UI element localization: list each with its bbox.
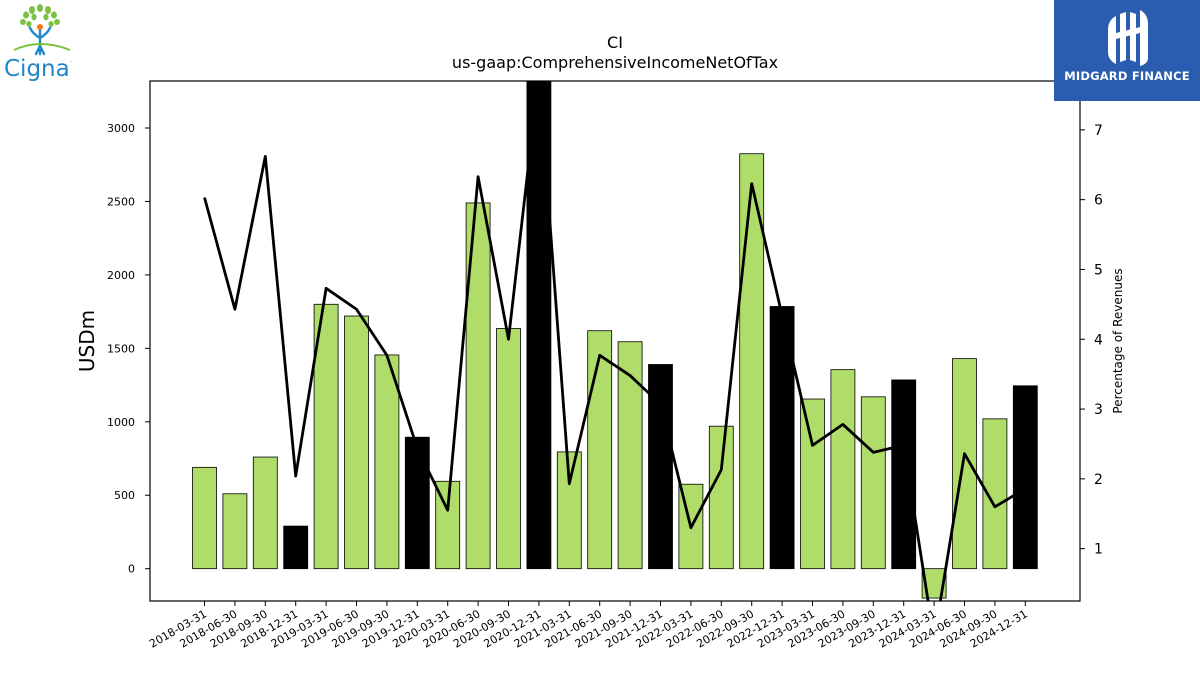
- bar-2018-09-30: [252, 456, 278, 570]
- midgard-emblem-icon: [1108, 10, 1148, 66]
- y-axis-right: 1 2 3 4 5 6 7: [1080, 123, 1103, 558]
- y-tick-label: 0: [128, 563, 135, 576]
- bar-2023-03-31: [800, 398, 825, 570]
- bar-2023-12-31: [891, 379, 917, 570]
- y2-axis-label: Percentage of Revenues: [1111, 268, 1125, 413]
- bar-2021-06-30: [587, 330, 613, 570]
- bar-2019-03-31: [313, 303, 339, 570]
- plot-frame: [149, 80, 1081, 602]
- y-tick-label: 2500: [107, 195, 135, 208]
- chart-subtitle: us-gaap:ComprehensiveIncomeNetOfTax: [452, 53, 778, 72]
- y2-tick-label: 2: [1094, 472, 1103, 488]
- midgard-finance-logo: MIDGARD FINANCE: [1054, 0, 1200, 101]
- bar-2018-03-31: [192, 466, 217, 570]
- y2-tick-label: 3: [1094, 402, 1103, 418]
- y2-tick-label: 1: [1094, 542, 1103, 558]
- x-axis: 2018-03-312018-06-302018-09-302018-12-31…: [147, 601, 1030, 651]
- bar-2018-12-31: [283, 525, 309, 570]
- bar-2022-06-30: [708, 425, 734, 570]
- bar-2024-12-31: [1012, 385, 1038, 570]
- y-axis-label: USDm: [75, 310, 99, 372]
- cigna-mark: .: [69, 56, 72, 64]
- bar-series: [192, 81, 1038, 599]
- bar-2018-06-30: [222, 493, 248, 570]
- y-tick-label: 1000: [107, 416, 135, 429]
- bar-2019-12-31: [404, 436, 430, 570]
- y-tick-label: 3000: [107, 122, 135, 135]
- y-axis-left: 0 500 1000 1500 2000 2500 3000: [107, 122, 150, 576]
- tree-icon: [13, 4, 71, 56]
- y2-tick-label: 7: [1094, 123, 1103, 139]
- midgard-wordmark: MIDGARD FINANCE: [1064, 69, 1190, 83]
- y2-tick-label: 5: [1094, 262, 1103, 278]
- line-series: [203, 81, 1027, 601]
- bar-2023-06-30: [830, 369, 856, 570]
- y-tick-label: 500: [114, 489, 135, 502]
- bar-2019-09-30: [374, 354, 400, 570]
- revenue-percentage-line: [203, 81, 1027, 601]
- y-tick-label: 2000: [107, 269, 135, 282]
- bar-2021-09-30: [617, 341, 643, 570]
- bar-2023-09-30: [860, 396, 886, 570]
- cigna-logo: Cigna.: [0, 0, 86, 96]
- cigna-wordmark: Cigna: [4, 56, 70, 82]
- bar-2020-12-31: [526, 81, 552, 570]
- y-tick-label: 1500: [107, 342, 135, 355]
- bar-2019-06-30: [344, 315, 369, 570]
- bar-2020-09-30: [496, 328, 521, 570]
- bar-2024-06-30: [952, 358, 977, 570]
- y2-tick-label: 6: [1094, 193, 1103, 209]
- y2-tick-label: 4: [1094, 332, 1103, 348]
- chart-title: CI: [607, 33, 623, 52]
